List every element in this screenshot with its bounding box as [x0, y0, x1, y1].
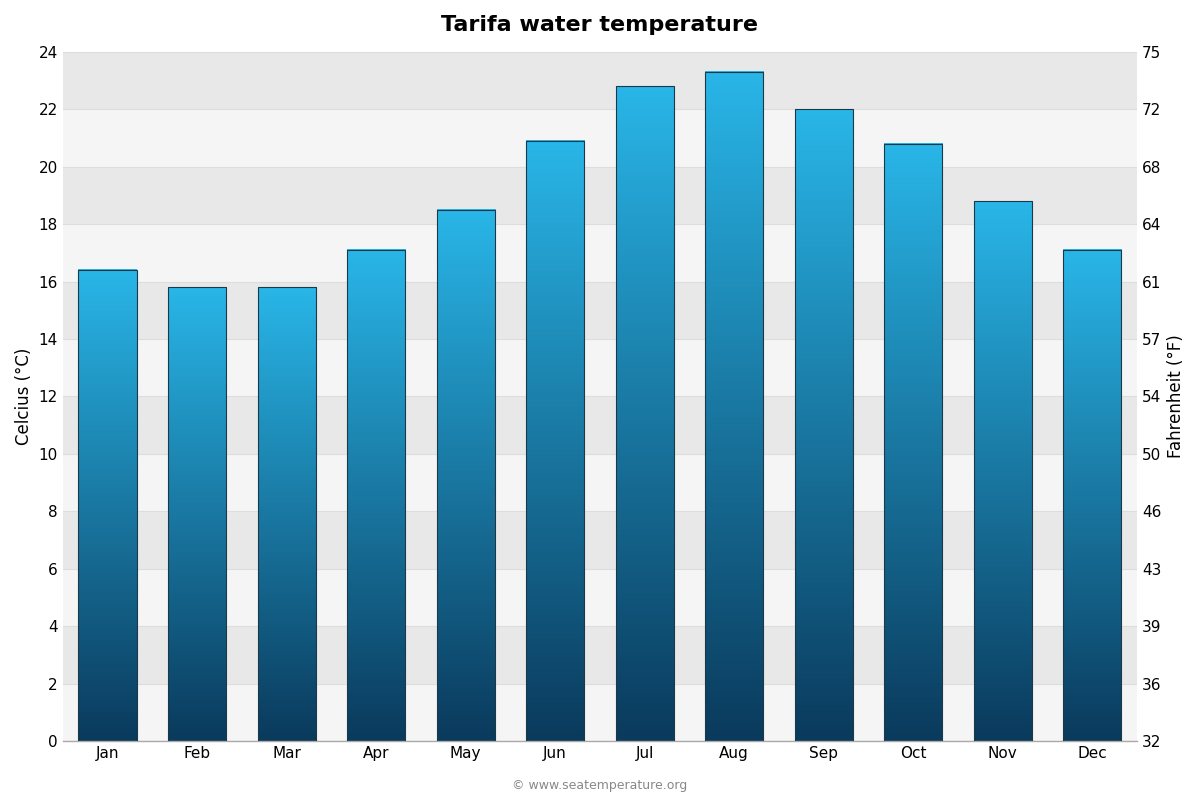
- Bar: [62, 52, 1138, 110]
- Y-axis label: Celcius (°C): Celcius (°C): [14, 348, 34, 445]
- Bar: [168, 287, 226, 741]
- Bar: [973, 201, 1032, 741]
- Bar: [62, 626, 1138, 684]
- Bar: [62, 166, 1138, 224]
- Bar: [347, 250, 406, 741]
- Bar: [794, 110, 853, 741]
- Bar: [437, 210, 494, 741]
- Bar: [78, 270, 137, 741]
- Bar: [526, 141, 584, 741]
- Bar: [62, 684, 1138, 741]
- Bar: [62, 569, 1138, 626]
- Text: © www.seatemperature.org: © www.seatemperature.org: [512, 779, 688, 792]
- Title: Tarifa water temperature: Tarifa water temperature: [442, 15, 758, 35]
- Bar: [62, 224, 1138, 282]
- Bar: [62, 454, 1138, 511]
- Bar: [62, 339, 1138, 397]
- Bar: [62, 511, 1138, 569]
- Bar: [62, 397, 1138, 454]
- Bar: [62, 282, 1138, 339]
- Bar: [884, 144, 942, 741]
- Y-axis label: Fahrenheit (°F): Fahrenheit (°F): [1166, 334, 1186, 458]
- Bar: [258, 287, 316, 741]
- Bar: [1063, 250, 1122, 741]
- Bar: [706, 72, 763, 741]
- Bar: [616, 86, 673, 741]
- Bar: [62, 110, 1138, 166]
